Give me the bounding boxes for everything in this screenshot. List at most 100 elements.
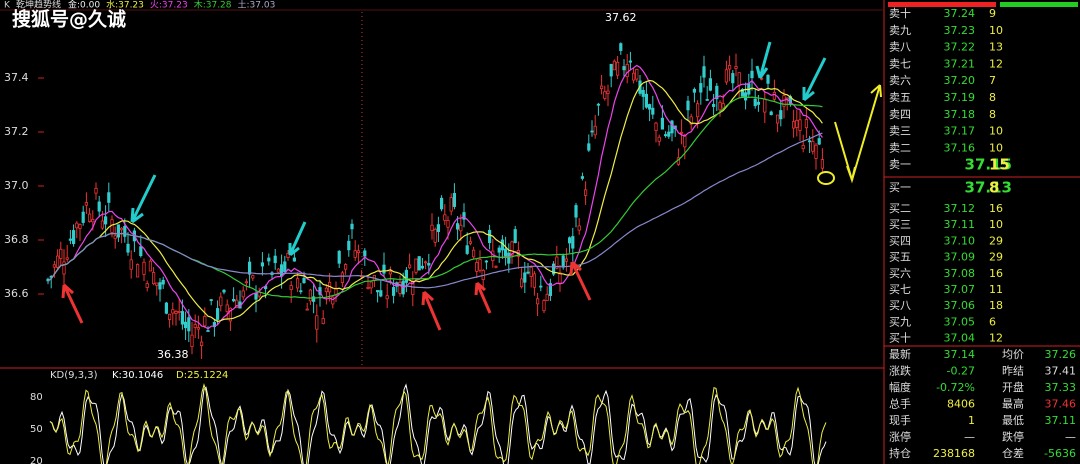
candle (593, 125, 597, 136)
candle (532, 273, 537, 288)
stat-cell: 幅度 (889, 380, 911, 394)
candle (62, 261, 66, 275)
book-volume: 10 (989, 125, 1003, 138)
candle (356, 250, 361, 254)
book-volume: 12 (989, 57, 1003, 70)
book-price: 37.18 (944, 108, 976, 121)
candle (471, 249, 476, 258)
book-volume: 8 (989, 91, 996, 104)
candle (235, 299, 239, 309)
candle (180, 311, 184, 325)
candle (801, 145, 805, 150)
candle (206, 330, 210, 332)
candle (212, 322, 216, 328)
candle (289, 285, 293, 290)
candle (388, 271, 393, 275)
candle (584, 189, 588, 196)
stat-cell: 跌停 (1002, 430, 1024, 444)
book-volume: 16 (989, 267, 1003, 280)
candle (155, 282, 159, 286)
candle (104, 216, 108, 225)
candle (241, 290, 245, 298)
stat-cell: 现手 (889, 413, 911, 427)
candle (161, 279, 165, 285)
candle (600, 85, 604, 90)
book-volume: 16 (989, 202, 1003, 215)
candle (740, 89, 745, 97)
kd-line (49, 383, 827, 464)
candle (478, 259, 482, 271)
book-label: 买六 (889, 267, 911, 280)
book-label: 卖五 (889, 91, 911, 104)
candle (452, 193, 457, 207)
candle (737, 72, 741, 86)
candle (311, 296, 316, 302)
order-book: 卖十 37.24 9 卖九 37.23 10 卖八 37.22 13 卖七 37.21 12 卖六 37.… (889, 6, 1076, 460)
stat-cell: 最低 (1002, 414, 1024, 427)
book-volume: 10 (989, 24, 1003, 37)
kd-k: K:30.1046 (112, 370, 163, 381)
candle (427, 263, 431, 266)
candle (436, 224, 441, 233)
candle (699, 83, 703, 93)
candle (820, 159, 825, 169)
candle (552, 263, 556, 275)
candle (347, 240, 351, 251)
candle (75, 222, 79, 229)
candle (88, 213, 92, 222)
candle (56, 255, 60, 268)
candle (228, 307, 232, 322)
candle (350, 223, 354, 230)
candle (785, 97, 789, 100)
book-volume: 7 (989, 74, 996, 87)
book-price: 37.12 (944, 202, 976, 215)
book-price: 37.20 (944, 74, 976, 87)
candle (612, 60, 617, 71)
candle (731, 73, 735, 84)
candle (190, 334, 194, 348)
candle (603, 91, 607, 99)
candle (164, 302, 168, 314)
candle (398, 281, 402, 294)
candle (215, 308, 220, 320)
candle (574, 205, 578, 218)
candle (84, 202, 88, 206)
candle (734, 66, 738, 69)
book-price: 37.11 (944, 218, 976, 231)
candle (568, 237, 572, 244)
candle (696, 103, 700, 118)
candle (728, 65, 732, 70)
candle (167, 313, 172, 320)
candle (183, 321, 188, 329)
candle (548, 283, 553, 296)
candle (817, 138, 821, 145)
watermark: 搜狐号@久诚 (12, 8, 126, 31)
candle (404, 269, 409, 283)
candle (545, 293, 549, 301)
book-label: 卖二 (889, 141, 911, 154)
kd-tick-label: 80 (30, 392, 43, 403)
candle (196, 327, 200, 330)
candle (763, 98, 767, 113)
candle (449, 197, 453, 212)
candle (430, 224, 434, 231)
book-price: 37.19 (944, 91, 976, 104)
candle (811, 140, 815, 152)
candle (625, 63, 629, 78)
book-price: 37.22 (944, 41, 976, 54)
stat-cell: 总手 (889, 397, 911, 411)
ratio-bar (888, 2, 996, 7)
candle (510, 241, 514, 256)
annotations (61, 41, 882, 331)
candle (475, 262, 479, 272)
candle (724, 69, 729, 83)
candle (443, 214, 447, 221)
book-label: 买五 (889, 251, 911, 264)
stat-cell: 仓差 (1002, 446, 1024, 460)
book-label: 买四 (889, 234, 911, 247)
candle (632, 72, 636, 81)
candle (353, 250, 357, 258)
candle (776, 114, 780, 124)
cyan-arrows (130, 41, 827, 257)
candle (222, 289, 226, 293)
